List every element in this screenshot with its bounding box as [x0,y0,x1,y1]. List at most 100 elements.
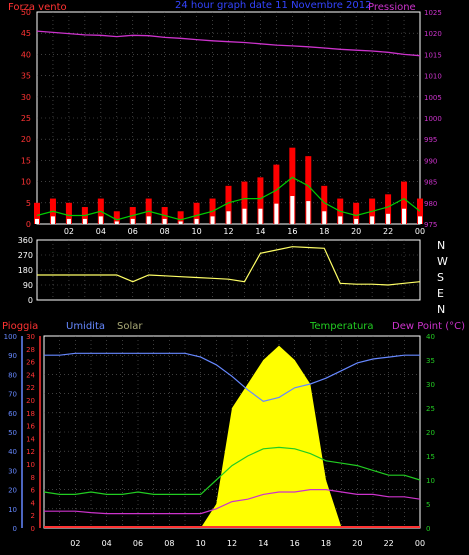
hour-tick-label: 02 [64,227,74,236]
humidity-tick-label: 70 [8,391,17,399]
wind-tick-label: 25 [21,114,31,123]
hour-tick-label: 00 [415,539,425,548]
wind-speed-bar [82,218,87,224]
hour-tick-label: 20 [351,227,361,236]
temperature-tick-label: 35 [426,357,435,365]
wind-tick-label: 15 [21,156,31,165]
rain-tick-label: 4 [31,499,36,507]
wind-tick-label: 35 [21,72,31,81]
temperature-line [43,446,421,495]
rain-label: Pioggia [2,321,39,332]
wind-speed-bar [418,216,422,224]
wind-speed-bar [402,208,407,224]
hour-tick-label: 16 [287,227,297,236]
hour-tick-label: 04 [96,227,106,236]
hour-tick-label: 12 [227,539,237,548]
hour-tick-label: 20 [352,539,362,548]
compass-w: W [437,255,448,268]
humidity-label: Umidita [66,321,106,332]
rain-tick-label: 2 [31,512,35,520]
wind-speed-bar [146,216,151,224]
wind-speed-bar [386,213,391,224]
wind-gust-bar [273,164,280,224]
hour-tick-label: 00 [415,227,425,236]
pressure-tick-label: 980 [424,200,437,208]
hour-tick-label: 16 [290,539,300,548]
humidity-tick-label: 30 [8,467,17,475]
wind-speed-bar [98,216,103,224]
wind-tick-label: 50 [21,8,31,17]
pressure-tick-label: 985 [424,179,437,187]
wind-gust-bar [241,181,248,224]
direction-tick-label: 270 [18,251,33,260]
wind-speed-bar [274,203,279,224]
rain-tick-label: 0 [31,525,35,533]
wind-speed-bar [242,208,247,224]
wind-speed-bar [50,216,55,224]
humidity-tick-label: 90 [8,352,17,360]
compass-e: E [437,287,444,300]
rain-tick-label: 24 [26,371,35,379]
hour-tick-label: 14 [255,227,265,236]
wind-speed-bar [66,218,71,224]
wind-speed-bar [290,196,295,224]
hour-tick-label: 12 [223,227,233,236]
rain-tick-label: 6 [31,487,36,495]
humidity-tick-label: 10 [8,506,17,514]
rain-tick-label: 18 [26,410,35,418]
pressure-tick-label: 1010 [424,73,442,81]
humidity-line [44,352,420,402]
compass-s: S [437,271,444,284]
wind-tick-label: 10 [21,178,31,187]
wind-tick-label: 30 [21,93,31,102]
wind-speed-bar [370,216,375,224]
wind-speed-bar [194,218,199,224]
hour-tick-label: 02 [70,539,80,548]
wind-speed-bar [338,216,343,224]
temperature-tick-label: 0 [426,525,430,533]
compass-n-top: N [437,239,446,252]
dewpoint-line [44,489,421,515]
pressure-tick-label: 1015 [424,51,442,59]
wind-speed-bar [114,221,119,224]
wind-tick-label: 20 [21,135,31,144]
pressure-tick-label: 1000 [424,115,442,123]
rain-tick-label: 10 [26,461,35,469]
wind-speed-bar [162,218,167,224]
pressure-tick-label: 1005 [424,94,442,102]
wind-tick-label: 45 [21,29,31,38]
humidity-tick-label: 0 [13,525,17,533]
compass-n-bottom: N [437,303,446,316]
direction-tick-label: 0 [28,296,33,305]
hour-tick-label: 06 [133,539,143,548]
rain-tick-label: 14 [26,435,35,443]
temperature-tick-label: 25 [426,405,435,413]
wind-speed-bar [210,216,215,224]
pressure-tick-label: 995 [424,136,437,144]
direction-tick-label: 360 [18,236,33,245]
temperature-tick-label: 30 [426,381,435,389]
hour-tick-label: 22 [383,227,393,236]
wind-gust-bar [177,211,184,224]
hour-tick-label: 18 [321,539,331,548]
rain-tick-label: 28 [26,346,35,354]
temperature-tick-label: 20 [426,429,435,437]
pressure-tick-label: 975 [424,221,437,229]
rain-tick-label: 8 [31,474,35,482]
hour-tick-label: 08 [160,227,170,236]
wind-gust-bar [289,147,296,224]
temperature-tick-label: 40 [426,333,435,341]
pressure-tick-label: 1020 [424,30,442,38]
dewpoint-label: Dew Point (°C) [392,321,466,332]
wind-speed-bar [306,201,311,224]
rain-tick-label: 16 [26,423,35,431]
wind-gust-bar [385,194,392,224]
humidity-tick-label: 100 [4,333,17,341]
rain-tick-label: 22 [26,384,35,392]
wind-speed-bar [322,211,327,224]
hour-tick-label: 10 [196,539,206,548]
hour-tick-label: 04 [102,539,112,548]
rain-tick-label: 26 [26,359,35,367]
hour-tick-label: 22 [384,539,394,548]
wind-gust-bar [257,177,264,224]
